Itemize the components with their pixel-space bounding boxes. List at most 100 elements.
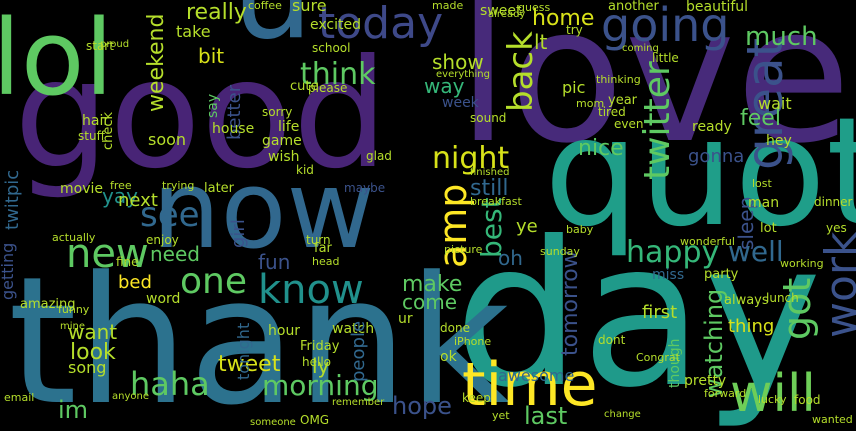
word-song: song bbox=[68, 358, 107, 377]
word-wish: wish bbox=[268, 149, 300, 165]
word-iPhone: iPhone bbox=[454, 335, 492, 348]
word-hey: hey bbox=[766, 133, 792, 149]
word-first: first bbox=[642, 302, 678, 323]
word-ye: ye bbox=[516, 216, 538, 237]
word-keep: keep bbox=[462, 391, 491, 405]
word-oh: oh bbox=[498, 246, 523, 270]
word-love: love bbox=[457, 0, 852, 185]
word-already: already bbox=[488, 9, 526, 20]
word-yes: yes bbox=[826, 221, 847, 235]
word-really: really bbox=[186, 0, 247, 25]
word-going: going bbox=[601, 0, 730, 52]
word-getting: getting bbox=[0, 242, 17, 300]
word-amazing: amazing bbox=[20, 297, 76, 312]
word-email: email bbox=[4, 391, 35, 404]
word-look: look bbox=[70, 340, 116, 365]
word-always: always bbox=[724, 293, 769, 308]
word-house: house bbox=[212, 121, 255, 137]
word-party: party bbox=[704, 267, 739, 282]
word-beautiful: beautiful bbox=[686, 0, 749, 15]
word-show: show bbox=[432, 50, 484, 74]
word-nice: nice bbox=[578, 136, 624, 161]
word-lol: lol bbox=[0, 0, 114, 119]
word-guess: guess bbox=[518, 1, 551, 14]
word-coffee: coffee bbox=[248, 0, 282, 12]
word-yay: yay bbox=[102, 184, 138, 208]
word-will: will bbox=[730, 364, 816, 424]
word-hello: hello bbox=[302, 355, 331, 369]
word-twitpic: twitpic bbox=[2, 169, 23, 230]
word-dinner: dinner bbox=[814, 195, 853, 209]
word-bit: bit bbox=[198, 44, 225, 68]
word-tonight: tonight bbox=[234, 322, 253, 380]
word-lost: lost bbox=[752, 177, 772, 190]
word-u: u bbox=[232, 0, 313, 58]
word-everything: everything bbox=[436, 69, 490, 80]
word-turn: turn bbox=[306, 233, 331, 247]
word-bed: bed bbox=[118, 272, 152, 293]
word-way: way bbox=[424, 74, 465, 98]
word-hair: hair bbox=[82, 113, 110, 129]
word-mine: mine bbox=[60, 321, 86, 332]
word-come: come bbox=[402, 290, 458, 314]
word-picture: picture bbox=[444, 243, 483, 256]
word-sorry: sorry bbox=[262, 105, 293, 119]
word-dont: dont bbox=[598, 333, 626, 347]
word-yet: yet bbox=[492, 409, 510, 422]
word-forward: forward bbox=[704, 387, 747, 400]
word-lucky: lucky bbox=[758, 393, 787, 406]
word-man: man bbox=[748, 195, 780, 211]
word-mom: mom bbox=[576, 97, 605, 110]
word-take: take bbox=[176, 22, 211, 41]
word-lot: lot bbox=[760, 221, 777, 236]
word-pic: pic bbox=[562, 78, 586, 97]
word-want: want bbox=[68, 320, 118, 344]
word-today: today bbox=[318, 0, 444, 49]
word-stuff: stuff bbox=[78, 129, 105, 143]
word-weekend: weekend bbox=[144, 13, 169, 112]
word-tweet: tweet bbox=[218, 352, 281, 377]
word-people: people bbox=[348, 320, 369, 382]
word-now: now bbox=[152, 148, 375, 273]
word-done: done bbox=[440, 321, 470, 335]
word-anyone: anyone bbox=[112, 391, 149, 402]
word-free: free bbox=[110, 179, 132, 192]
word-far: far bbox=[314, 241, 332, 256]
word-sweet: sweet bbox=[480, 3, 522, 19]
word-please: please bbox=[308, 81, 348, 95]
word-soon: soon bbox=[148, 130, 187, 149]
word-actually: actually bbox=[52, 231, 96, 244]
word-hour: hour bbox=[268, 323, 301, 339]
word-kid: kid bbox=[296, 163, 314, 177]
word-miss: miss bbox=[652, 267, 685, 283]
word-later: later bbox=[204, 181, 235, 196]
word-last: last bbox=[524, 402, 568, 430]
word-morning: morning bbox=[262, 369, 379, 402]
word-happy: happy bbox=[626, 235, 720, 270]
word-thank: thank bbox=[8, 239, 510, 431]
word-quot: quot bbox=[544, 86, 856, 260]
word-sunday: sunday bbox=[540, 245, 580, 258]
word-ur: ur bbox=[398, 311, 413, 327]
word-proud: proud bbox=[100, 39, 130, 50]
word-OMG: OMG bbox=[300, 413, 330, 427]
word-back: back bbox=[501, 31, 541, 112]
word-tired: tired bbox=[598, 105, 626, 119]
word-know: know bbox=[258, 267, 364, 313]
word-Friday: Friday bbox=[300, 339, 340, 354]
word-one: one bbox=[180, 261, 247, 302]
word-little: little bbox=[652, 51, 679, 65]
word-head: head bbox=[312, 255, 340, 268]
word-night: night bbox=[432, 141, 510, 176]
word-glad: glad bbox=[366, 149, 392, 163]
word-awesome: awesome bbox=[498, 366, 575, 385]
word-change: change bbox=[604, 409, 641, 420]
word-week: week bbox=[442, 95, 479, 111]
word-twitter: twitter bbox=[637, 61, 678, 180]
word-wonderful: wonderful bbox=[680, 235, 735, 248]
word-breakfast: breakfast bbox=[470, 195, 522, 208]
word-school: school bbox=[312, 41, 351, 55]
word-time: time bbox=[462, 350, 598, 420]
word-check: check bbox=[101, 111, 116, 150]
